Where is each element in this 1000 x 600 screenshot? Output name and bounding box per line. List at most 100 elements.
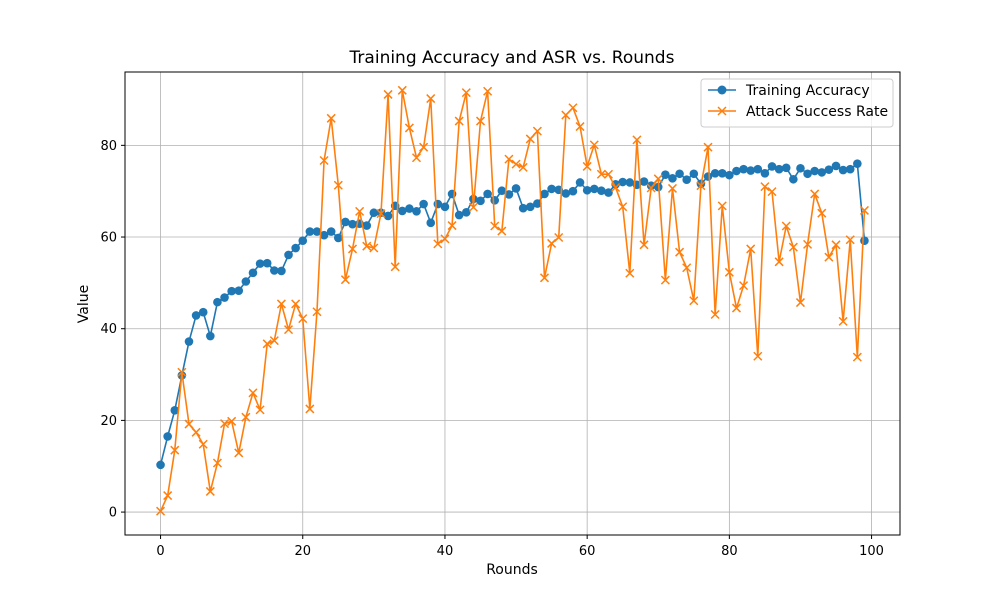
- data-point: [575, 178, 585, 187]
- data-point: [212, 458, 222, 468]
- data-point: [163, 432, 172, 441]
- data-point: [497, 226, 507, 236]
- data-point: [227, 286, 236, 296]
- data-point: [639, 177, 649, 186]
- data-point: [248, 268, 258, 278]
- data-point: [518, 203, 528, 213]
- data-point: [291, 243, 300, 253]
- data-point: [781, 221, 791, 231]
- data-point: [561, 189, 571, 198]
- data-point: [475, 116, 486, 126]
- data-point: [582, 161, 592, 171]
- data-point: [241, 277, 251, 286]
- data-point: [426, 94, 436, 104]
- data-point: [845, 235, 855, 245]
- data-point: [589, 140, 599, 150]
- data-point: [660, 275, 670, 285]
- data-point: [781, 163, 791, 173]
- data-point: [731, 303, 741, 313]
- data-point: [220, 293, 229, 302]
- data-point: [675, 169, 684, 179]
- data-point: [397, 85, 407, 95]
- data-point: [277, 266, 286, 276]
- data-point: [703, 172, 713, 181]
- data-point: [284, 250, 293, 260]
- data-point: [625, 268, 635, 278]
- data-point: [767, 162, 777, 171]
- data-point: [341, 217, 350, 227]
- data-point: [319, 230, 329, 240]
- x-tick-label: 80: [721, 544, 738, 559]
- data-point: [184, 337, 194, 346]
- x-tick-label: 0: [156, 544, 164, 559]
- y-axis: 0 20 40 60 80: [100, 139, 125, 521]
- data-point: [170, 406, 180, 415]
- data-point: [383, 89, 393, 99]
- data-point: [696, 181, 706, 191]
- data-point: [568, 186, 578, 196]
- data-point: [710, 169, 720, 178]
- data-point: [838, 316, 848, 326]
- data-point: [205, 486, 215, 496]
- data-point: [269, 336, 279, 346]
- y-tick-label: 80: [100, 139, 117, 154]
- data-point: [753, 164, 763, 174]
- data-point: [177, 367, 187, 377]
- data-point: [376, 209, 386, 219]
- data-point: [326, 113, 336, 123]
- data-point: [540, 189, 549, 199]
- data-point: [312, 307, 322, 317]
- data-point: [710, 309, 720, 320]
- data-point: [404, 123, 414, 133]
- data-point: [753, 351, 763, 361]
- data-point: [170, 445, 180, 455]
- x-axis-label: Rounds: [486, 562, 538, 578]
- data-point: [810, 189, 820, 199]
- data-point: [504, 190, 514, 199]
- data-point: [447, 221, 457, 231]
- data-point: [426, 218, 436, 228]
- series-line-attack-success-rate: [159, 89, 866, 512]
- data-point: [369, 208, 379, 218]
- data-point: [198, 307, 208, 317]
- data-point: [533, 199, 542, 208]
- data-point: [838, 165, 848, 175]
- data-point: [582, 185, 592, 195]
- data-point: [390, 262, 400, 272]
- data-point: [248, 388, 258, 398]
- data-point: [348, 219, 357, 229]
- data-point: [746, 166, 755, 175]
- data-point: [667, 183, 678, 193]
- data-point: [191, 311, 201, 320]
- data-point: [724, 267, 734, 277]
- data-point: [547, 184, 556, 194]
- x-tick-label: 40: [437, 544, 454, 559]
- x-tick-label: 100: [859, 544, 884, 559]
- data-point: [284, 325, 294, 335]
- data-point: [824, 165, 834, 174]
- data-point: [661, 170, 670, 179]
- data-point: [739, 164, 748, 174]
- data-point: [483, 86, 493, 96]
- data-point: [646, 181, 656, 190]
- data-point: [525, 134, 535, 144]
- data-point: [554, 232, 564, 243]
- data-point: [831, 240, 841, 250]
- data-point: [511, 159, 521, 169]
- data-point: [803, 239, 813, 249]
- data-point: [639, 240, 649, 250]
- data-point: [440, 234, 450, 244]
- data-point: [255, 259, 265, 268]
- data-point: [525, 202, 535, 212]
- data-point: [461, 88, 471, 98]
- data-point: [760, 182, 770, 192]
- data-point: [703, 142, 713, 152]
- data-point: [220, 419, 230, 429]
- data-point: [575, 122, 585, 132]
- data-point: [163, 491, 173, 501]
- y-axis-label: Value: [76, 285, 92, 323]
- data-point: [817, 168, 827, 177]
- x-tick-label: 60: [579, 544, 596, 559]
- data-point: [369, 243, 379, 253]
